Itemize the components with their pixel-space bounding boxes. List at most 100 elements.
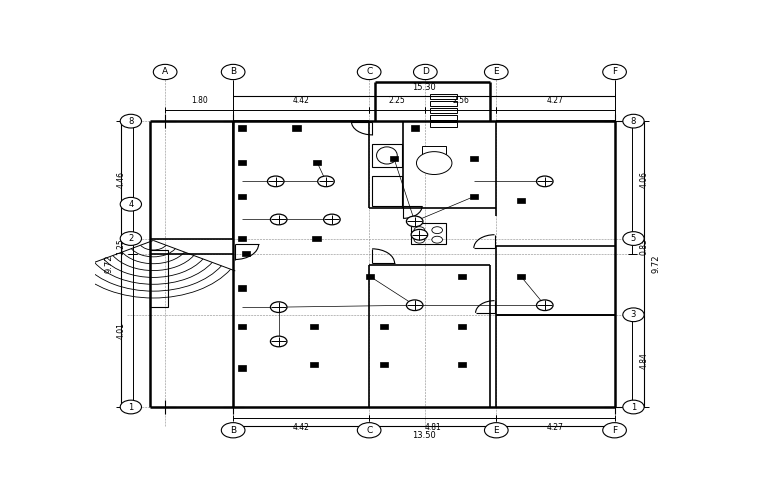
Bar bbox=[372, 144, 401, 167]
Bar bbox=[238, 286, 246, 291]
Bar bbox=[372, 176, 401, 206]
Text: 4.42: 4.42 bbox=[293, 96, 310, 105]
Bar bbox=[430, 115, 457, 120]
Text: 4.81: 4.81 bbox=[424, 423, 441, 432]
Circle shape bbox=[623, 308, 644, 322]
Bar bbox=[458, 274, 466, 279]
Text: 2.56: 2.56 bbox=[452, 96, 469, 105]
Text: E: E bbox=[494, 426, 499, 435]
Text: 2.25: 2.25 bbox=[389, 96, 406, 105]
Text: 15.30: 15.30 bbox=[412, 83, 436, 92]
Circle shape bbox=[623, 400, 644, 414]
Text: 1: 1 bbox=[128, 402, 134, 411]
Text: 4.27: 4.27 bbox=[547, 96, 564, 105]
Bar bbox=[410, 223, 446, 244]
Bar bbox=[430, 101, 457, 106]
Circle shape bbox=[536, 300, 553, 310]
Text: 4.42: 4.42 bbox=[293, 423, 310, 432]
Bar bbox=[238, 236, 246, 241]
Bar bbox=[410, 125, 419, 131]
Circle shape bbox=[121, 232, 141, 246]
Circle shape bbox=[270, 336, 287, 347]
Bar bbox=[390, 156, 398, 161]
Text: 8: 8 bbox=[631, 117, 636, 126]
Bar bbox=[458, 324, 466, 329]
Bar bbox=[470, 156, 478, 161]
Circle shape bbox=[121, 400, 141, 414]
Circle shape bbox=[270, 302, 287, 312]
Text: 1: 1 bbox=[631, 402, 636, 411]
Bar bbox=[423, 146, 446, 153]
Circle shape bbox=[357, 423, 381, 438]
Text: 0.83: 0.83 bbox=[639, 238, 649, 254]
Text: B: B bbox=[230, 67, 237, 77]
Circle shape bbox=[432, 236, 443, 243]
Bar bbox=[380, 362, 388, 367]
Circle shape bbox=[357, 64, 381, 80]
Text: B: B bbox=[230, 426, 237, 435]
Bar bbox=[238, 365, 246, 371]
Circle shape bbox=[221, 423, 245, 438]
Bar bbox=[366, 274, 375, 279]
Bar bbox=[517, 274, 525, 279]
Text: 13.50: 13.50 bbox=[412, 431, 436, 440]
Text: 4.84: 4.84 bbox=[639, 352, 649, 369]
Text: 5: 5 bbox=[631, 234, 636, 243]
Bar bbox=[430, 108, 457, 113]
Circle shape bbox=[417, 151, 452, 175]
Circle shape bbox=[432, 227, 443, 234]
Circle shape bbox=[411, 229, 428, 240]
Text: 2: 2 bbox=[128, 234, 134, 243]
Bar bbox=[292, 125, 301, 131]
Circle shape bbox=[407, 216, 423, 227]
Bar bbox=[310, 324, 318, 329]
Bar bbox=[238, 324, 246, 329]
Circle shape bbox=[603, 423, 626, 438]
Text: 3: 3 bbox=[631, 310, 636, 319]
Bar bbox=[238, 194, 246, 199]
Circle shape bbox=[414, 64, 437, 80]
Circle shape bbox=[407, 300, 423, 310]
Ellipse shape bbox=[377, 147, 398, 164]
Text: 4.46: 4.46 bbox=[117, 171, 126, 188]
Text: D: D bbox=[422, 67, 429, 77]
Text: 9.72: 9.72 bbox=[652, 255, 660, 273]
Bar bbox=[430, 122, 457, 127]
Text: 4.27: 4.27 bbox=[547, 423, 564, 432]
Circle shape bbox=[623, 114, 644, 128]
Text: 4: 4 bbox=[128, 200, 134, 209]
Circle shape bbox=[623, 232, 644, 246]
Bar bbox=[517, 198, 525, 203]
Bar bbox=[238, 160, 246, 165]
Circle shape bbox=[485, 423, 508, 438]
Circle shape bbox=[153, 64, 177, 80]
Bar bbox=[470, 194, 478, 199]
Text: C: C bbox=[366, 67, 372, 77]
Bar bbox=[310, 362, 318, 367]
Circle shape bbox=[536, 176, 553, 187]
Circle shape bbox=[270, 214, 287, 225]
Text: F: F bbox=[612, 67, 617, 77]
Circle shape bbox=[268, 176, 284, 187]
Circle shape bbox=[414, 227, 425, 234]
Text: 4.06: 4.06 bbox=[639, 171, 649, 188]
Circle shape bbox=[603, 64, 626, 80]
Circle shape bbox=[414, 236, 425, 243]
Text: F: F bbox=[612, 426, 617, 435]
Bar bbox=[430, 94, 457, 99]
Bar bbox=[380, 324, 388, 329]
Circle shape bbox=[121, 114, 141, 128]
Text: E: E bbox=[494, 67, 499, 77]
Text: 4.01: 4.01 bbox=[117, 322, 126, 339]
Bar bbox=[150, 250, 168, 307]
Text: 1.25: 1.25 bbox=[117, 238, 126, 254]
Bar bbox=[242, 251, 250, 256]
Circle shape bbox=[121, 198, 141, 211]
Text: A: A bbox=[162, 67, 168, 77]
Bar bbox=[312, 236, 320, 241]
Text: 9.72: 9.72 bbox=[105, 255, 114, 273]
Text: 1.80: 1.80 bbox=[191, 96, 208, 105]
Circle shape bbox=[317, 176, 334, 187]
Bar bbox=[313, 160, 321, 165]
Text: C: C bbox=[366, 426, 372, 435]
